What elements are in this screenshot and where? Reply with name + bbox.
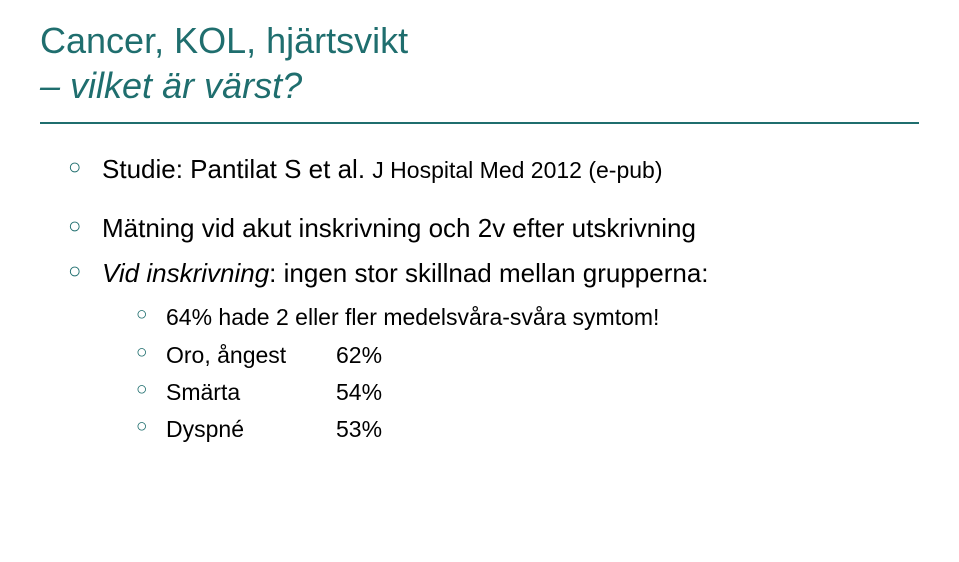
bullet-icon: ○ (136, 339, 166, 367)
slide-title: Cancer, KOL, hjärtsvikt – vilket är värs… (40, 18, 919, 108)
bullet-text: Dyspné53% (166, 413, 382, 446)
study-citation: J Hospital Med 2012 (e-pub) (372, 157, 662, 183)
title-line-2: – vilket är värst? (40, 65, 302, 106)
stat-value: 62% (336, 342, 382, 368)
bullet-text: Oro, ångest62% (166, 339, 382, 372)
bullet-text: 64% hade 2 eller fler medelsvåra-svåra s… (166, 301, 659, 334)
bullet-icon: ○ (68, 152, 102, 183)
sub-bullet-anxiety: ○ Oro, ångest62% (136, 339, 919, 372)
bullet-icon: ○ (68, 211, 102, 242)
bullet-icon: ○ (136, 413, 166, 441)
stat-label: Oro, ångest (166, 339, 336, 372)
stat-label: Dyspné (166, 413, 336, 446)
stat-value: 53% (336, 416, 382, 442)
bullet-icon: ○ (68, 256, 102, 287)
sub-bullets: ○ 64% hade 2 eller fler medelsvåra-svåra… (68, 301, 919, 446)
bullet-icon: ○ (136, 376, 166, 404)
stat-value: 54% (336, 379, 382, 405)
admission-label: Vid inskrivning (102, 258, 269, 288)
bullet-text: Studie: Pantilat S et al. J Hospital Med… (102, 152, 663, 187)
sub-bullet-stat64: ○ 64% hade 2 eller fler medelsvåra-svåra… (136, 301, 919, 334)
sub-bullet-pain: ○ Smärta54% (136, 376, 919, 409)
sub-bullet-dyspnea: ○ Dyspné53% (136, 413, 919, 446)
bullet-text: Vid inskrivning: ingen stor skillnad mel… (102, 256, 709, 291)
title-rule (40, 122, 919, 124)
admission-rest: : ingen stor skillnad mellan grupperna: (269, 258, 708, 288)
slide-content: ○ Studie: Pantilat S et al. J Hospital M… (40, 152, 919, 447)
bullet-admission: ○ Vid inskrivning: ingen stor skillnad m… (68, 256, 919, 291)
stat-label: Smärta (166, 376, 336, 409)
bullet-study: ○ Studie: Pantilat S et al. J Hospital M… (68, 152, 919, 187)
slide: Cancer, KOL, hjärtsvikt – vilket är värs… (0, 0, 959, 471)
bullet-icon: ○ (136, 301, 166, 329)
bullet-text: Smärta54% (166, 376, 382, 409)
title-line-1: Cancer, KOL, hjärtsvikt (40, 20, 408, 61)
bullet-measurement: ○ Mätning vid akut inskrivning och 2v ef… (68, 211, 919, 246)
spacer (68, 197, 919, 211)
study-prefix: Studie: Pantilat S et al. (102, 154, 372, 184)
bullet-text: Mätning vid akut inskrivning och 2v efte… (102, 211, 696, 246)
